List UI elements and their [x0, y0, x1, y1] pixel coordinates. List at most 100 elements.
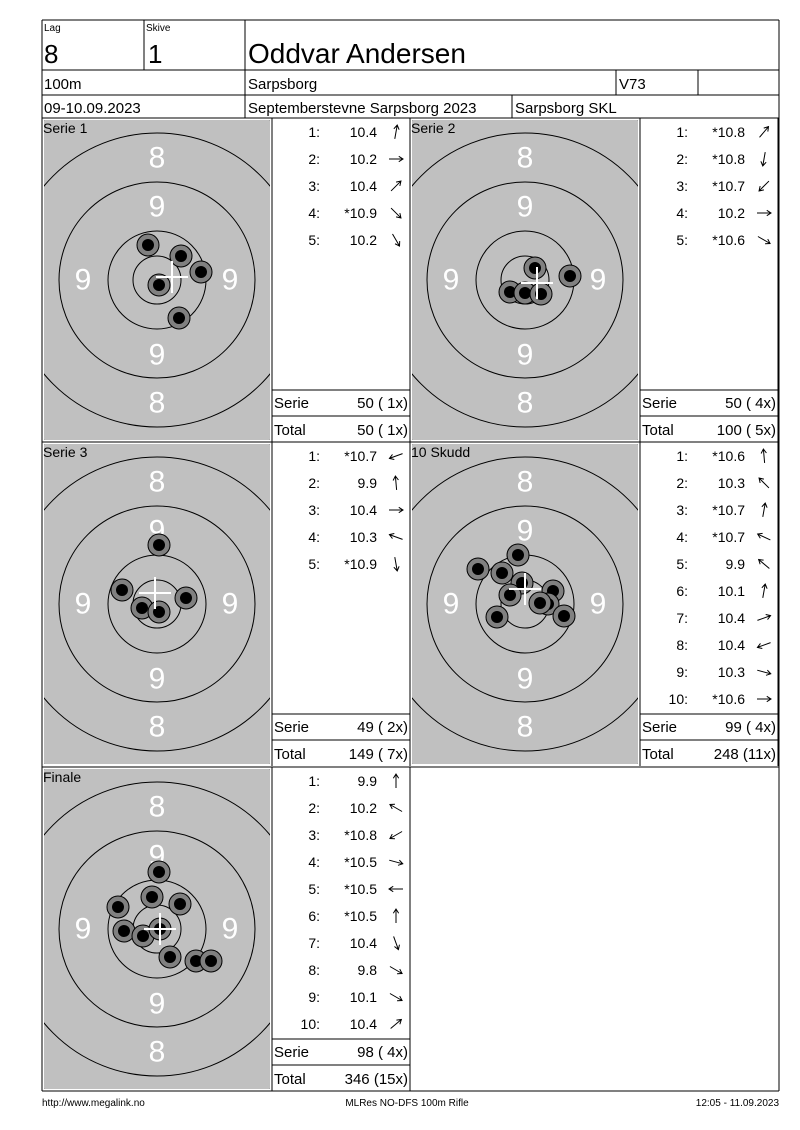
- ring-label: 9: [149, 339, 166, 372]
- footer-link: http://www.megalink.no: [42, 1098, 145, 1109]
- target-ring: [44, 456, 270, 752]
- shot-number: 3:: [308, 827, 320, 843]
- direction-arrow: [390, 180, 402, 192]
- direction-arrow: [756, 532, 771, 541]
- ring-label: 9: [149, 988, 166, 1021]
- shot-score: *10.7: [712, 502, 745, 518]
- shot-number: 10:: [669, 691, 688, 707]
- shot-score: 9.8: [358, 962, 378, 978]
- shot-number: 3:: [308, 502, 320, 518]
- ring-label: 9: [517, 663, 534, 696]
- shot-score: *10.5: [344, 908, 377, 924]
- shot-center: [146, 891, 158, 903]
- shot-score: 10.4: [350, 1016, 377, 1032]
- direction-arrow: [392, 908, 400, 923]
- ring-label: 9: [517, 191, 534, 224]
- shot-score: *10.8: [712, 151, 745, 167]
- shot-center: [136, 602, 148, 614]
- shot-number: 4:: [676, 205, 688, 221]
- panel-title: 10 Skudd: [411, 444, 470, 460]
- direction-arrow: [761, 502, 768, 517]
- footer-timestamp: 12:05 - 11.09.2023: [696, 1098, 780, 1109]
- shot-score: 10.3: [718, 664, 745, 680]
- shot-score: 10.1: [718, 583, 745, 599]
- shot-score: *10.8: [344, 827, 377, 843]
- ring-label: 8: [149, 142, 166, 175]
- total-value: 149 ( 7x): [349, 746, 408, 763]
- shot-center: [504, 589, 516, 601]
- shot-number: 8:: [676, 637, 688, 653]
- shot-number: 5:: [676, 556, 688, 572]
- skive-label: Skive: [146, 23, 171, 34]
- shot-number: 10:: [301, 1016, 320, 1032]
- shot-score: 10.4: [350, 124, 377, 140]
- shot-score: *10.7: [712, 529, 745, 545]
- shot-center: [116, 584, 128, 596]
- direction-arrow: [389, 506, 404, 514]
- lag-label: Lag: [44, 23, 61, 34]
- shot-score: *10.5: [344, 881, 377, 897]
- shot-score: 9.9: [726, 556, 746, 572]
- direction-arrow: [757, 558, 770, 569]
- shot-score: 10.4: [350, 935, 377, 951]
- direction-arrow: [389, 859, 404, 866]
- direction-arrow: [389, 993, 403, 1002]
- target-ring: [58, 181, 256, 379]
- ring-label: 9: [149, 663, 166, 696]
- panel-title: Serie 1: [43, 120, 88, 136]
- shot-number: 8:: [308, 962, 320, 978]
- distance: 100m: [44, 76, 82, 93]
- shot-center: [564, 270, 576, 282]
- ring-label: 9: [75, 264, 92, 297]
- serie-label: Serie: [642, 395, 677, 412]
- serie-value: 49 ( 2x): [357, 719, 408, 736]
- target-ring: [58, 505, 256, 703]
- shot-center: [153, 539, 165, 551]
- direction-arrow: [393, 936, 400, 951]
- direction-arrow: [393, 557, 400, 572]
- crosshair: [144, 913, 176, 945]
- shot-score: *10.6: [712, 448, 745, 464]
- ring-label: 8: [517, 711, 534, 744]
- shot-center: [153, 279, 165, 291]
- shot-center: [504, 286, 516, 298]
- direction-arrow: [388, 533, 403, 540]
- shot-score: 10.4: [350, 502, 377, 518]
- shot-center: [496, 567, 508, 579]
- ring-label: 9: [590, 264, 607, 297]
- shot-center: [175, 250, 187, 262]
- shot-center: [472, 563, 484, 575]
- shot-number: 4:: [308, 529, 320, 545]
- direction-arrow: [392, 475, 399, 491]
- total-label: Total: [274, 746, 306, 763]
- shot-number: 1:: [308, 773, 320, 789]
- shooter-name: Oddvar Andersen: [248, 38, 466, 69]
- shot-number: 7:: [676, 610, 688, 626]
- direction-arrow: [390, 207, 402, 219]
- direction-arrow: [757, 695, 772, 703]
- shot-center: [512, 549, 524, 561]
- crosshair: [139, 577, 171, 609]
- panel-title: Serie 3: [43, 444, 88, 460]
- serie-label: Serie: [274, 719, 309, 736]
- shot-number: 4:: [308, 205, 320, 221]
- direction-arrow: [757, 209, 772, 217]
- shot-number: 2:: [308, 800, 320, 816]
- ring-label: 9: [517, 515, 534, 548]
- ring-label: 8: [517, 387, 534, 420]
- ring-label: 9: [590, 588, 607, 621]
- direction-arrow: [389, 966, 403, 975]
- shot-number: 3:: [676, 178, 688, 194]
- date: 09-10.09.2023: [44, 100, 141, 117]
- direction-arrow: [389, 803, 403, 812]
- total-label: Total: [642, 422, 674, 439]
- ring-label: 9: [149, 191, 166, 224]
- shot-number: 5:: [308, 556, 320, 572]
- shot-score: 10.1: [350, 989, 377, 1005]
- shot-number: 3:: [676, 502, 688, 518]
- shot-score: 9.9: [358, 475, 378, 491]
